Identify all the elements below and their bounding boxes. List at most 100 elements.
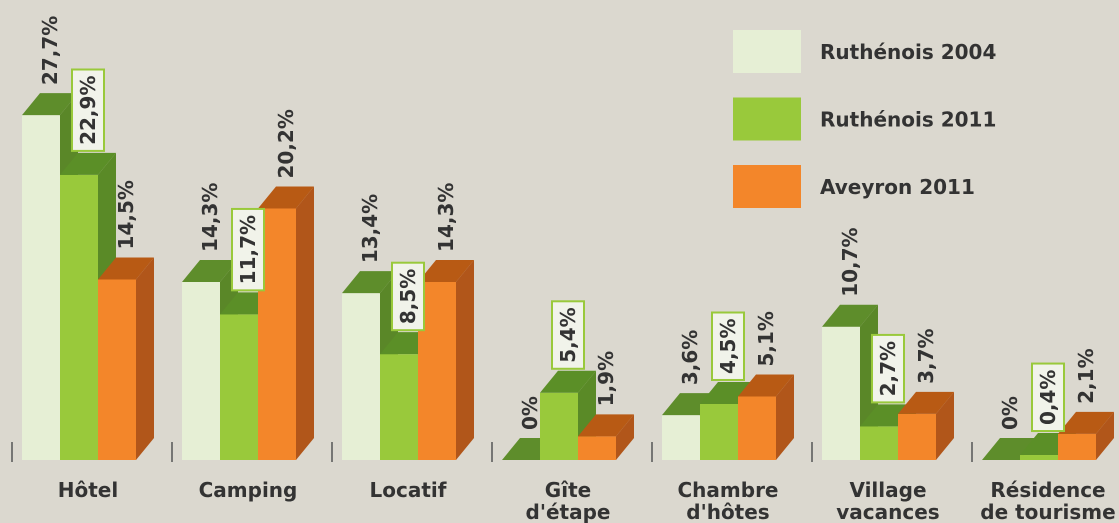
bar-side xyxy=(136,257,154,460)
bar-front xyxy=(898,413,936,460)
value-label: 0% xyxy=(518,396,542,430)
bar xyxy=(898,391,954,460)
bar-front xyxy=(220,314,258,460)
value-label: 0,4% xyxy=(1036,370,1060,425)
bar xyxy=(258,186,314,460)
value-label-box xyxy=(871,333,905,404)
value-label-group: 14,3% xyxy=(198,183,222,252)
bar-front xyxy=(342,293,380,460)
bar-side xyxy=(936,391,954,460)
x-tick-label: Village xyxy=(849,478,926,502)
value-label: 13,4% xyxy=(358,194,382,263)
value-label-group: 4,5% xyxy=(711,311,745,381)
value-label-group: 8,5% xyxy=(391,261,425,332)
x-tick-label: Résidence xyxy=(990,478,1105,502)
legend-swatch xyxy=(733,165,801,208)
bar-front xyxy=(738,396,776,460)
bar-front xyxy=(700,403,738,460)
bar-top xyxy=(258,186,314,209)
value-label: 3,6% xyxy=(678,330,702,385)
bar-front xyxy=(182,281,220,460)
value-label-group: 3,6% xyxy=(678,330,702,385)
value-label-group: 27,7% xyxy=(38,16,62,85)
bar-front xyxy=(1020,455,1058,460)
value-label: 14,5% xyxy=(114,180,138,249)
bar-front xyxy=(1058,433,1096,460)
x-tick-label: Hôtel xyxy=(58,478,118,502)
bar-top xyxy=(822,304,878,327)
bar-front xyxy=(860,426,898,460)
value-label-group: 5,4% xyxy=(551,300,585,370)
bar-top xyxy=(738,374,794,397)
x-tick-label: vacances xyxy=(836,500,939,523)
legend-swatch xyxy=(733,97,801,141)
bar-top xyxy=(540,370,596,393)
value-label-group: 0% xyxy=(518,396,542,430)
bar-front xyxy=(662,415,700,460)
x-tick-label: Gîte xyxy=(545,478,591,502)
value-label: 27,7% xyxy=(38,16,62,85)
value-label: 14,3% xyxy=(198,183,222,252)
bar-top xyxy=(578,414,634,437)
value-label-group: 20,2% xyxy=(274,109,298,178)
bar-side xyxy=(616,414,634,460)
value-label-box xyxy=(711,311,745,381)
bar-side xyxy=(776,374,794,460)
bar xyxy=(418,259,474,460)
value-label-group: 14,5% xyxy=(114,180,138,249)
value-label: 14,3% xyxy=(434,183,458,252)
value-label: 22,9% xyxy=(76,76,100,145)
x-tick-label: Chambre xyxy=(678,478,779,502)
bar xyxy=(1058,411,1114,460)
bar-side xyxy=(296,186,314,460)
legend-swatch xyxy=(733,30,801,73)
bar-front xyxy=(60,174,98,460)
value-label-group: 2,7% xyxy=(871,333,905,404)
legend-label: Ruthénois 2004 xyxy=(820,40,996,64)
value-label: 1,9% xyxy=(594,351,618,406)
value-label: 4,5% xyxy=(716,319,740,374)
bar-top xyxy=(898,391,954,414)
value-label: 3,7% xyxy=(914,328,938,383)
x-tick-label: Camping xyxy=(199,478,298,502)
bar-front xyxy=(98,279,136,460)
x-tick-label: d'étape xyxy=(526,500,611,523)
value-label-group: 11,7% xyxy=(231,207,265,292)
value-label-group: 22,9% xyxy=(71,68,105,152)
value-label: 10,7% xyxy=(838,227,862,296)
bar-top xyxy=(60,152,116,175)
bar-front xyxy=(22,115,60,460)
bar xyxy=(738,374,794,460)
legend-label: Ruthénois 2011 xyxy=(820,108,996,132)
legend-label: Aveyron 2011 xyxy=(820,175,975,199)
value-label-box xyxy=(231,207,265,292)
value-label-group: 0% xyxy=(998,396,1022,430)
value-label: 2,1% xyxy=(1074,348,1098,403)
bar-front xyxy=(540,392,578,460)
x-tick-label: Locatif xyxy=(370,478,447,502)
bar xyxy=(578,414,634,460)
value-label-box xyxy=(391,261,425,332)
value-label: 8,5% xyxy=(396,269,420,324)
bar-side xyxy=(456,259,474,460)
value-label-box xyxy=(551,300,585,370)
value-label: 0% xyxy=(998,396,1022,430)
x-tick-label: d'hôtes xyxy=(686,500,769,523)
bar xyxy=(98,257,154,460)
bar-top xyxy=(1058,411,1114,434)
value-label-group: 0,4% xyxy=(1031,362,1065,433)
bar-front xyxy=(578,436,616,460)
value-label: 11,7% xyxy=(236,215,260,284)
value-label-group: 10,7% xyxy=(838,227,862,296)
bar-top xyxy=(418,259,474,282)
bar-top xyxy=(342,271,398,294)
bar-side xyxy=(1096,411,1114,460)
value-label: 20,2% xyxy=(274,109,298,178)
value-label: 5,4% xyxy=(556,307,580,362)
value-label-box xyxy=(71,68,105,152)
value-label: 2,7% xyxy=(876,341,900,396)
value-label-group: 14,3% xyxy=(434,183,458,252)
value-label: 5,1% xyxy=(754,311,778,366)
value-label-group: 3,7% xyxy=(914,328,938,383)
value-label-group: 1,9% xyxy=(594,351,618,406)
